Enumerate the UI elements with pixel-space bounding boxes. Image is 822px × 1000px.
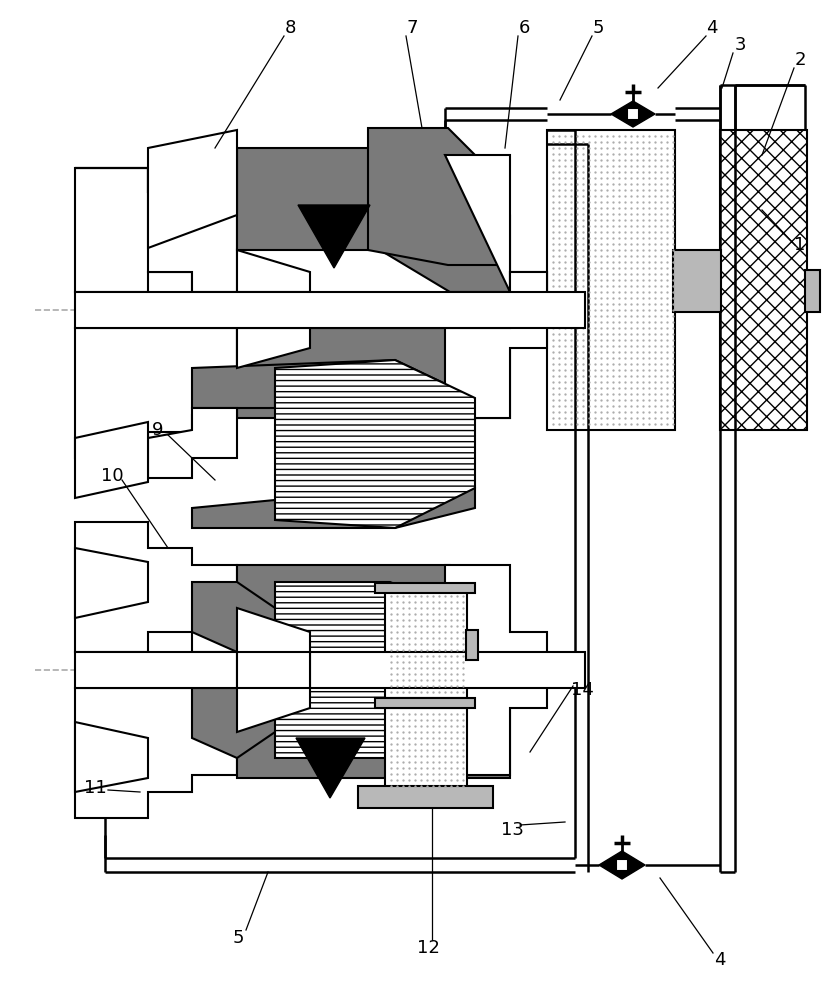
Polygon shape [237, 328, 310, 368]
Text: 5: 5 [233, 929, 244, 947]
Bar [466, 630, 478, 660]
Text: 4: 4 [706, 19, 718, 37]
Polygon shape [237, 148, 510, 292]
Bar [616, 859, 628, 871]
Text: 11: 11 [84, 779, 106, 797]
Polygon shape [599, 851, 622, 879]
Polygon shape [237, 688, 510, 778]
Polygon shape [192, 360, 475, 418]
Bar [720, 130, 807, 430]
Polygon shape [192, 688, 278, 758]
Bar [75, 292, 585, 328]
Polygon shape [237, 652, 310, 688]
Bar [358, 786, 493, 808]
Polygon shape [298, 205, 370, 268]
Polygon shape [445, 565, 547, 775]
Polygon shape [237, 608, 310, 732]
Polygon shape [75, 422, 148, 498]
Polygon shape [611, 101, 633, 127]
Text: 12: 12 [417, 939, 440, 957]
Text: 3: 3 [734, 36, 746, 54]
Text: 7: 7 [406, 19, 418, 37]
Polygon shape [75, 168, 237, 292]
Polygon shape [237, 328, 510, 418]
Bar [627, 108, 639, 120]
Polygon shape [75, 548, 148, 618]
Polygon shape [622, 851, 645, 879]
Text: 1: 1 [794, 236, 806, 254]
Text: 8: 8 [284, 19, 296, 37]
Polygon shape [75, 328, 237, 368]
Polygon shape [237, 565, 510, 652]
Polygon shape [192, 488, 475, 528]
Polygon shape [75, 168, 237, 292]
Polygon shape [633, 101, 655, 127]
Polygon shape [275, 582, 470, 758]
Bar [75, 652, 585, 688]
Text: 5: 5 [592, 19, 603, 37]
Polygon shape [148, 130, 237, 248]
Polygon shape [237, 250, 310, 292]
Text: 2: 2 [794, 51, 806, 69]
Polygon shape [75, 688, 237, 818]
Bar [375, 698, 475, 708]
Text: 13: 13 [501, 821, 524, 839]
Polygon shape [275, 360, 475, 528]
Bar [385, 590, 467, 698]
Bar [385, 708, 467, 788]
Polygon shape [148, 408, 237, 478]
Text: 10: 10 [100, 467, 123, 485]
Polygon shape [75, 722, 148, 792]
Text: 4: 4 [714, 951, 726, 969]
Polygon shape [445, 155, 547, 292]
Polygon shape [75, 522, 237, 652]
Polygon shape [192, 582, 278, 652]
Text: 9: 9 [152, 421, 164, 439]
Polygon shape [75, 328, 237, 458]
Bar [375, 583, 475, 593]
Bar [805, 270, 820, 312]
Polygon shape [368, 128, 505, 265]
Bar [547, 130, 675, 430]
Bar [673, 250, 721, 312]
Polygon shape [296, 738, 365, 798]
Polygon shape [445, 272, 547, 418]
Polygon shape [75, 688, 237, 728]
Text: 6: 6 [519, 19, 529, 37]
Text: 14: 14 [570, 681, 593, 699]
